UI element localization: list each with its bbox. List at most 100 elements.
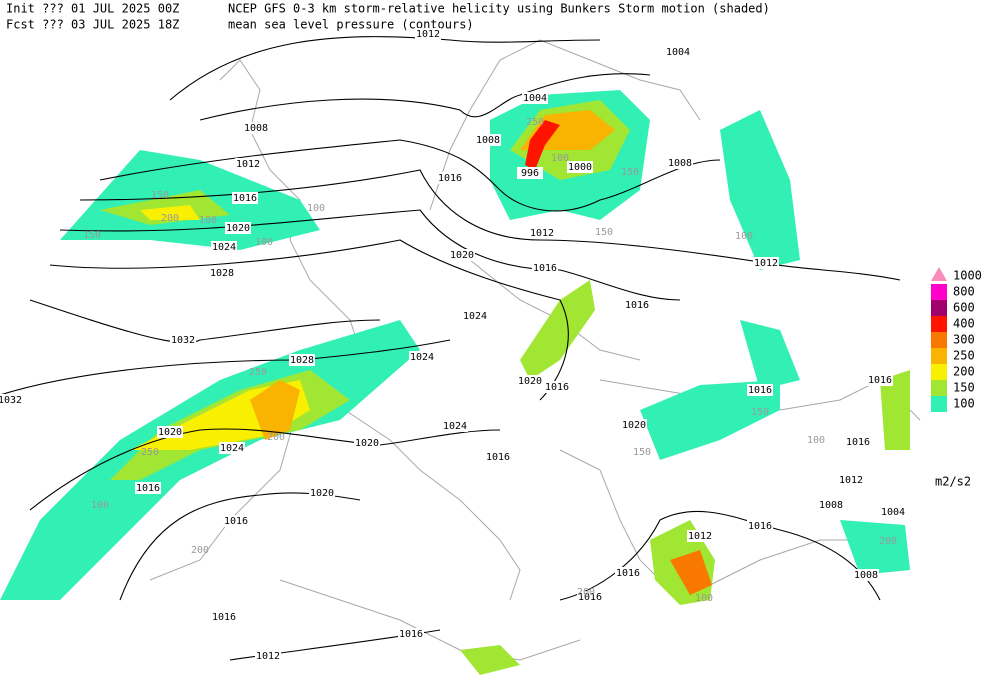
contour-label: 1024	[220, 443, 244, 454]
contour-label: 1004	[666, 47, 690, 58]
contour-label-bg	[529, 227, 555, 239]
contour-label: 1016	[136, 483, 160, 494]
contour-label: 1028	[210, 268, 234, 279]
contour-label: 1016	[625, 300, 649, 311]
contour-label: 1016	[399, 629, 423, 640]
contour-label: 1032	[171, 335, 195, 346]
contour-label-bg	[838, 474, 864, 486]
contour-label-bg	[437, 172, 463, 184]
contour-label-bg	[522, 92, 548, 104]
contour-label: 1024	[212, 242, 236, 253]
contour-label-bg	[170, 334, 196, 346]
shading-label: 200	[879, 536, 897, 547]
contour-label: 1016	[748, 521, 772, 532]
contour-label: 1012	[236, 159, 260, 170]
contour-label: 1024	[410, 352, 434, 363]
shading-label: 200	[267, 432, 285, 443]
contour-label-bg	[398, 628, 424, 640]
contour-label-bg	[517, 167, 543, 179]
legend-label: 400	[953, 317, 975, 331]
shading-label: 150	[595, 227, 613, 238]
contour-label-bg	[747, 384, 773, 396]
contour-label-bg	[475, 134, 501, 146]
contour-label-bg	[624, 299, 650, 311]
contour-label: 1020	[450, 250, 474, 261]
contour-label: 1016	[486, 452, 510, 463]
shading-label: 100	[695, 593, 713, 604]
legend-swatch	[931, 364, 947, 380]
contour-label: 1004	[523, 93, 547, 104]
contour-label: 1016	[545, 382, 569, 393]
contour-label-bg	[209, 267, 235, 279]
legend-swatch	[931, 348, 947, 364]
shading-label: 250	[526, 117, 544, 128]
init-time: Init ??? 01 JUL 2025 00Z	[6, 2, 179, 16]
contour-label-bg	[853, 569, 879, 581]
shading-label: 100	[91, 500, 109, 511]
contour-label-bg	[235, 158, 261, 170]
contour-label: 1016	[233, 193, 257, 204]
shading-label: 200	[577, 587, 595, 598]
contour-label-bg	[409, 351, 435, 363]
shading-label: 100	[735, 231, 753, 242]
shading-label: 100	[807, 435, 825, 446]
contour-label-bg	[687, 530, 713, 542]
shading-label: 100	[551, 153, 569, 164]
contour-label: 1012	[530, 228, 554, 239]
contour-label-bg	[577, 591, 603, 603]
shading-label: 100	[199, 215, 217, 226]
legend-swatch	[931, 396, 947, 412]
shading-label: 100	[307, 203, 325, 214]
legend-swatch	[931, 284, 947, 300]
contour-label: 1016	[212, 612, 236, 623]
contour-label-bg	[309, 487, 335, 499]
forecast-time: Fcst ??? 03 JUL 2025 18Z	[6, 18, 179, 32]
contour-label-bg	[567, 161, 593, 173]
contour-label: 1012	[754, 258, 778, 269]
subtitle: mean sea level pressure (contours)	[228, 18, 474, 32]
contour-label: 1012	[416, 29, 440, 40]
contour-label-bg	[0, 394, 23, 406]
contour-label: 1016	[438, 173, 462, 184]
legend: m2/s2 1000 800 600 400 300 250 200 150 100	[931, 267, 982, 489]
contour-label: 1008	[244, 123, 268, 134]
contour-label: 1004	[881, 507, 905, 518]
contour-label-bg	[880, 506, 906, 518]
contour-label: 1016	[616, 568, 640, 579]
contour-label: 1008	[854, 570, 878, 581]
contour-label-bg	[442, 420, 468, 432]
contour-label: 1016	[578, 592, 602, 603]
contour-labels: 1012100410081004100810121016100099610161…	[0, 28, 906, 662]
contour-label: 1020	[226, 223, 250, 234]
contour-label-bg	[225, 222, 251, 234]
shading-label: 150	[633, 447, 651, 458]
contour-label-bg	[544, 381, 570, 393]
contour-label-bg	[135, 482, 161, 494]
contour-label: 1020	[622, 420, 646, 431]
contour-label-bg	[211, 611, 237, 623]
shading-label: 250	[141, 447, 159, 458]
legend-label: 800	[953, 285, 975, 299]
contour-label-bg	[845, 436, 871, 448]
shading-label: 150	[83, 230, 101, 241]
contour-label-bg	[219, 442, 245, 454]
contour-label: 1000	[568, 162, 592, 173]
contour-label-bg	[753, 257, 779, 269]
shading-label: 150	[751, 407, 769, 418]
shading-label: 200	[191, 545, 209, 556]
contour-label-bg	[615, 567, 641, 579]
legend-label: 100	[953, 397, 975, 411]
title: NCEP GFS 0-3 km storm-relative helicity …	[228, 2, 770, 16]
contour-label: 1016	[533, 263, 557, 274]
contour-label-bg	[243, 122, 269, 134]
legend-label: 1000	[953, 269, 982, 283]
contour-label: 1028	[290, 355, 314, 366]
contour-label-bg	[867, 374, 893, 386]
legend-swatch	[931, 267, 947, 281]
contour-label: 1024	[463, 311, 487, 322]
contour-label-bg	[665, 46, 691, 58]
contour-label-bg	[232, 192, 258, 204]
contour-label-bg	[485, 451, 511, 463]
contour-label-bg	[747, 520, 773, 532]
